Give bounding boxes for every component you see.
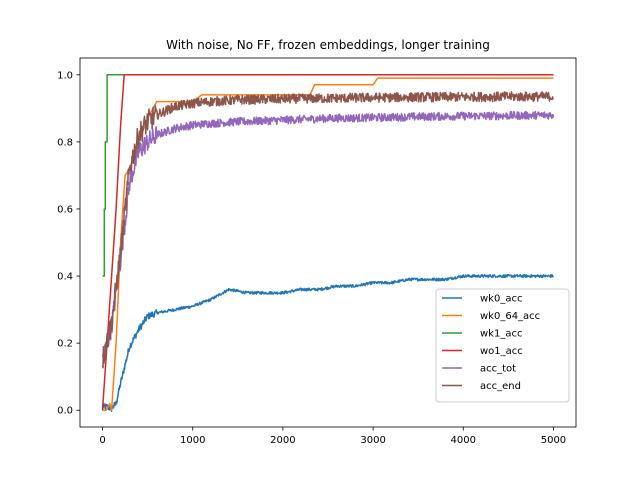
x-tick-label: 2000 (270, 435, 295, 446)
legend-label-wk1_acc: wk1_acc (480, 329, 522, 340)
x-tick-label: 5000 (541, 435, 566, 446)
legend-label-wk0_64_acc: wk0_64_acc (480, 311, 540, 322)
x-tick-label: 4000 (451, 435, 476, 446)
series-line-acc_tot (101, 110, 555, 360)
x-tick-label: 0 (99, 435, 105, 446)
legend-label-acc_tot: acc_tot (480, 364, 516, 375)
y-tick-label: 0.2 (57, 339, 73, 350)
series-line-wk1_acc (102, 74, 554, 277)
y-tick-label: 0.4 (57, 272, 73, 283)
axes: 0 1000 2000 3000 4000 5000 0.0 0.2 0.4 0.6 0.8 1.0 (57, 57, 577, 446)
y-tick-label: 1.0 (57, 70, 73, 81)
legend-label-wo1_acc: wo1_acc (480, 346, 523, 357)
legend-label-wk0_acc: wk0_acc (480, 294, 522, 305)
legend: wk0_acc wk0_64_acc wk1_acc wo1_acc acc_totac… (435, 288, 570, 403)
x-tick-label: 1000 (180, 435, 205, 446)
y-tick-label: 0.0 (57, 406, 73, 417)
plot-lines (101, 74, 555, 412)
plot-frame (79, 57, 577, 428)
legend-box (435, 288, 570, 403)
chart-title: With noise, No FF, frozen embeddings, lo… (166, 38, 490, 52)
y-tick-label: 0.6 (57, 204, 73, 215)
x-tick-label: 3000 (360, 435, 385, 446)
series-line-wk0_64_acc (102, 77, 554, 411)
legend-label-acc_end: acc_end (480, 381, 521, 392)
series-line-wk0_acc (101, 273, 554, 412)
y-tick-label: 0.8 (57, 137, 73, 148)
series-line-acc_end (101, 91, 554, 369)
